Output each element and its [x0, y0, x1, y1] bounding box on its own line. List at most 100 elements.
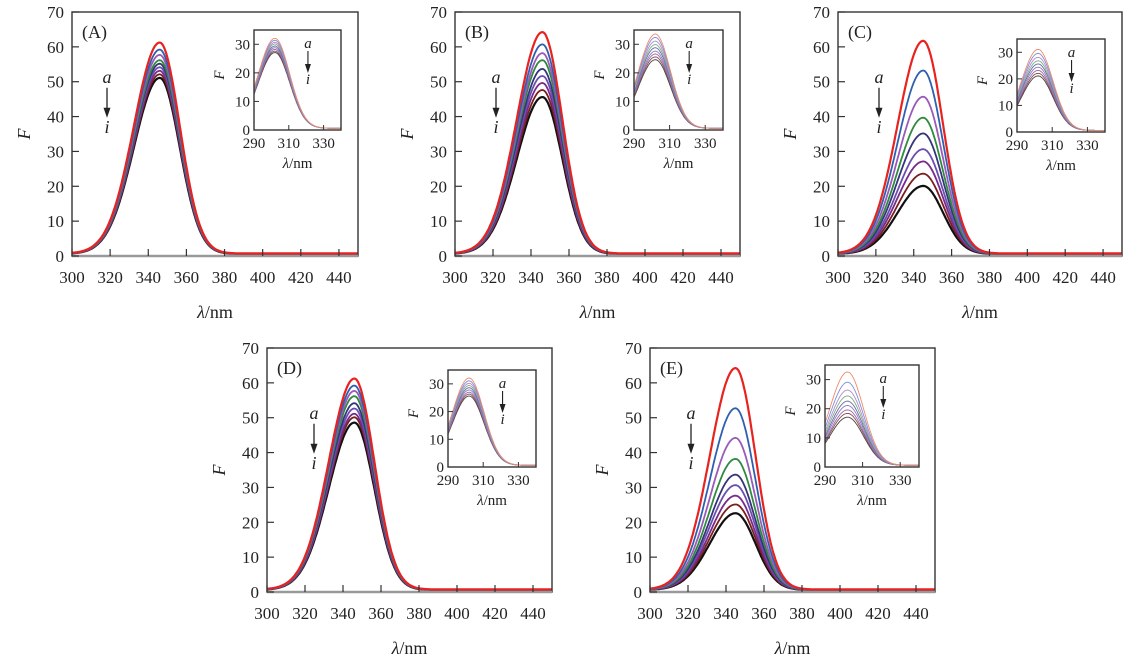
- inset-background: [1017, 39, 1105, 132]
- series-line-a: [837, 39, 1123, 255]
- inset-y-tick-label: 30: [806, 373, 821, 389]
- inset-frame: [447, 369, 537, 468]
- x-tick-label: 320: [292, 604, 318, 623]
- x-tick-label: 300: [825, 268, 851, 287]
- y-tick-label: 50: [813, 73, 830, 92]
- inset-x-tick-label: 310: [851, 473, 874, 489]
- arrow-down-icon: [310, 443, 318, 454]
- inset-y-tick-label: 0: [814, 460, 822, 476]
- y-tick-label: 10: [242, 548, 259, 567]
- inset-y-tick-label: 20: [429, 405, 444, 421]
- series-line-a: [454, 31, 741, 255]
- y-tick-label: 70: [430, 3, 447, 22]
- inset-x-axis-title: λ/nm: [476, 493, 507, 509]
- inset-y-tick-label: 30: [998, 45, 1013, 61]
- inset: 290 310 330 0 10 20 30 λ/nm Fa i: [783, 364, 920, 509]
- x-tick-label: 400: [1015, 268, 1041, 287]
- y-tick-label: 10: [47, 212, 64, 231]
- panel-label: (C): [848, 22, 872, 43]
- inset-x-axis-title: λ/nm: [1045, 158, 1076, 174]
- y-tick-label: 0: [822, 247, 831, 266]
- x-tick-label: 360: [556, 268, 582, 287]
- x-tick-label: 360: [368, 604, 394, 623]
- y-tick-label: 60: [813, 38, 830, 57]
- inset-y-tick-label: 10: [806, 431, 821, 447]
- y-tick-label: 60: [242, 374, 259, 393]
- panel-d: 300 320 340 360 380 400 420 440010203040506070λ…: [209, 339, 553, 658]
- inset-x-tick-label: 330: [889, 473, 912, 489]
- inset-y-tick-label: 10: [998, 98, 1013, 114]
- x-tick-label: 300: [442, 268, 468, 287]
- series-line-a: [71, 41, 359, 255]
- y-tick-label: 70: [47, 3, 64, 22]
- y-axis-title: F: [397, 128, 417, 141]
- x-tick-label: 380: [789, 604, 815, 623]
- inset-annotation-end-label: i: [306, 72, 310, 88]
- y-tick-label: 50: [625, 409, 642, 428]
- x-tick-label: 380: [212, 268, 238, 287]
- inset-y-tick-label: 20: [235, 66, 250, 82]
- x-tick-label: 360: [751, 604, 777, 623]
- series-line-a: [649, 367, 936, 591]
- x-tick-label: 300: [254, 604, 280, 623]
- y-tick-label: 20: [813, 177, 830, 196]
- inset-x-tick-label: 290: [814, 473, 837, 489]
- inset-series-line: [1016, 48, 1105, 131]
- y-tick-label: 30: [625, 478, 642, 497]
- x-axis-title: λ/nm: [391, 638, 428, 658]
- inset-x-tick-label: 330: [507, 473, 530, 489]
- inset-y-tick-label: 30: [235, 37, 250, 53]
- inset-x-tick-label: 290: [623, 136, 646, 152]
- x-tick-label: 440: [903, 604, 929, 623]
- inset-y-tick-label: 0: [1006, 125, 1014, 141]
- inset: 290 310 330 0 10 20 30 λ/nm Fa i: [592, 29, 724, 172]
- y-tick-label: 60: [625, 374, 642, 393]
- y-tick-label: 50: [47, 73, 64, 92]
- y-tick-label: 50: [242, 409, 259, 428]
- inset-x-tick-label: 310: [472, 473, 495, 489]
- inset-annotation-end-label: i: [687, 72, 691, 88]
- x-tick-label: 440: [1090, 268, 1116, 287]
- panel-c: 300 320 340 360 380 400 420 440010203040506070λ…: [780, 3, 1123, 322]
- y-tick-label: 40: [430, 108, 447, 127]
- x-axis-title: λ/nm: [579, 302, 616, 322]
- inset-y-axis-title: F: [406, 408, 422, 419]
- y-axis-title: F: [14, 128, 34, 141]
- inset-x-axis-title: λ/nm: [856, 493, 887, 509]
- inset-x-tick-label: 310: [278, 136, 301, 152]
- arrow-down-icon: [1068, 73, 1075, 82]
- inset-y-axis-title: F: [212, 70, 228, 81]
- x-tick-label: 320: [97, 268, 123, 287]
- inset-annotation-start-label: a: [880, 371, 888, 387]
- y-tick-label: 0: [634, 583, 643, 602]
- inset-y-tick-label: 30: [429, 377, 444, 393]
- y-tick-label: 30: [47, 142, 64, 161]
- inset-series-line: [253, 37, 341, 129]
- inset-y-tick-label: 10: [615, 94, 630, 110]
- panel-label: (E): [660, 358, 683, 379]
- x-tick-label: 340: [518, 268, 544, 287]
- x-axis-title: λ/nm: [196, 302, 233, 322]
- x-tick-label: 300: [637, 604, 663, 623]
- inset-x-axis-title: λ/nm: [282, 156, 313, 172]
- inset-frame: [633, 29, 724, 131]
- inset-y-tick-label: 20: [806, 402, 821, 418]
- inset-x-tick-label: 330: [312, 136, 335, 152]
- inset-annotation-end-label: i: [1069, 81, 1073, 97]
- x-tick-label: 380: [594, 268, 620, 287]
- x-axis-title: λ/nm: [961, 302, 998, 322]
- x-tick-label: 340: [901, 268, 927, 287]
- y-tick-label: 30: [430, 142, 447, 161]
- x-tick-label: 440: [326, 268, 352, 287]
- y-tick-label: 70: [813, 3, 830, 22]
- annotation-end-label: i: [311, 453, 316, 473]
- panel-label: (A): [82, 22, 107, 43]
- series-line-h: [650, 503, 935, 591]
- annotation-start-label: a: [875, 67, 884, 87]
- y-tick-label: 30: [813, 142, 830, 161]
- panel-b: 300 320 340 360 380 400 420 440010203040506070λ…: [397, 3, 741, 322]
- annotation-end-label: i: [688, 453, 693, 473]
- x-tick-label: 360: [174, 268, 200, 287]
- x-tick-label: 420: [288, 268, 314, 287]
- arrow-down-icon: [875, 107, 883, 118]
